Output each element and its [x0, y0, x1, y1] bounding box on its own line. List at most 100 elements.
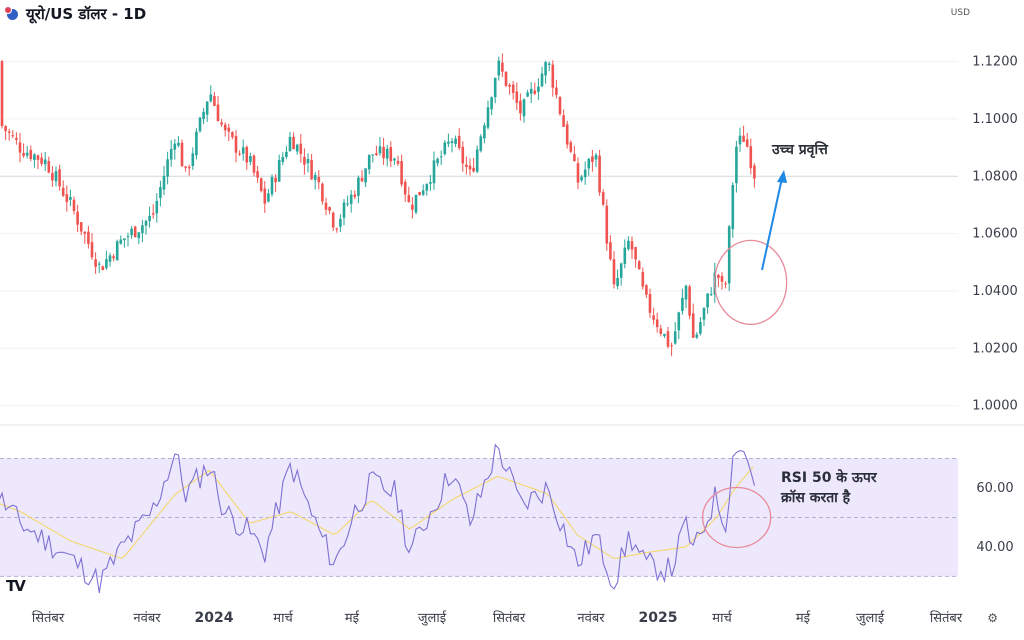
candle-body — [360, 177, 364, 182]
candle-body — [324, 202, 328, 210]
candle-body — [115, 241, 119, 261]
candle-body — [666, 331, 670, 347]
candle-body — [54, 171, 58, 182]
candle-body — [468, 165, 472, 170]
candle-body — [429, 182, 432, 184]
candle-body — [565, 124, 569, 145]
candle-body — [742, 135, 745, 142]
candle-body — [195, 131, 198, 156]
chart-title: यूरो/US डॉलर - 1D — [26, 5, 147, 23]
candle-body — [245, 146, 249, 163]
candle-body — [87, 231, 90, 244]
candle-body — [544, 62, 547, 76]
candle-body — [483, 125, 486, 139]
candle-body — [461, 146, 465, 164]
candle-body — [533, 90, 537, 94]
candle-body — [378, 146, 382, 154]
rsi-line — [0, 443, 756, 593]
candle-body — [573, 154, 576, 161]
candle-body — [43, 159, 47, 165]
candle-body — [202, 111, 205, 120]
candle-body — [191, 153, 195, 166]
candle-body — [328, 207, 331, 211]
candle-body — [735, 146, 738, 184]
uptrend-annotation-label: उच्च प्रवृत्ति — [771, 141, 829, 159]
candle-body — [252, 155, 256, 173]
candle-body — [659, 328, 663, 334]
candle-body — [681, 297, 684, 312]
candle-body — [385, 148, 389, 159]
candle-body — [281, 157, 285, 163]
currency-pair-icon — [4, 6, 20, 22]
candle-body — [220, 122, 223, 125]
candle-body — [61, 187, 65, 196]
candle-body — [540, 73, 544, 87]
candle-body — [285, 151, 288, 157]
candle-body — [673, 331, 677, 344]
candle-body — [493, 78, 497, 98]
candle-body — [612, 259, 616, 285]
price-y-tick-label: 1.0800 — [972, 169, 1018, 184]
candle-body — [623, 247, 627, 265]
trend-arrow-head — [777, 170, 787, 183]
candle-body — [130, 228, 133, 236]
x-axis-label: 2024 — [195, 610, 234, 626]
candle-body — [699, 322, 702, 334]
chart-header: यूरो/US डॉलर - 1D — [4, 4, 146, 24]
candle-body — [339, 218, 342, 227]
candle-body — [576, 163, 580, 183]
price-y-tick-label: 1.1000 — [972, 112, 1018, 127]
candle-body — [198, 117, 202, 132]
candle-body — [411, 204, 414, 210]
candle-body — [558, 97, 562, 115]
candle-body — [601, 192, 605, 205]
candle-body — [126, 236, 130, 238]
candle-body — [436, 158, 439, 164]
candle-body — [706, 293, 709, 308]
candle-body — [526, 92, 529, 97]
candle-body — [227, 127, 231, 132]
candle-body — [18, 142, 22, 153]
price-y-tick-label: 1.0200 — [972, 341, 1018, 356]
candle-body — [727, 226, 731, 284]
candle-body — [321, 183, 324, 202]
candle-body — [731, 184, 735, 230]
candle-body — [684, 285, 688, 300]
candle-body — [123, 238, 126, 241]
candle-body — [749, 146, 753, 169]
candle-body — [288, 136, 292, 151]
candle-body — [310, 160, 313, 180]
rsi-annotation-label: RSI 50 के ऊपर — [781, 469, 878, 486]
candle-body — [670, 345, 673, 347]
candle-body — [655, 319, 659, 328]
candle-body — [580, 176, 583, 181]
candle-body — [133, 226, 137, 237]
candle-body — [547, 63, 551, 65]
candle-body — [504, 71, 508, 86]
candle-body — [432, 160, 436, 184]
candle-body — [349, 194, 353, 204]
candle-body — [357, 177, 360, 196]
settings-icon[interactable]: ⚙ — [987, 611, 998, 625]
candle-body — [259, 178, 263, 192]
candle-body — [223, 124, 227, 131]
candle-body — [292, 136, 295, 150]
currency-label[interactable]: USD — [950, 8, 970, 18]
candle-body — [270, 176, 274, 195]
candle-body — [148, 215, 151, 221]
candle-body — [274, 177, 277, 183]
candle-body — [537, 86, 540, 92]
candle-body — [22, 152, 25, 156]
candle-body — [454, 138, 457, 145]
candle-body — [393, 158, 396, 161]
candle-body — [630, 241, 634, 250]
candle-body — [216, 104, 220, 122]
candle-body — [137, 232, 141, 239]
candle-body — [472, 167, 475, 172]
candle-body — [486, 107, 490, 128]
candle-body — [241, 147, 245, 154]
tradingview-logo[interactable]: TV — [6, 577, 26, 595]
x-axis-label: सितंबर — [32, 610, 65, 626]
candle-body — [652, 315, 655, 320]
